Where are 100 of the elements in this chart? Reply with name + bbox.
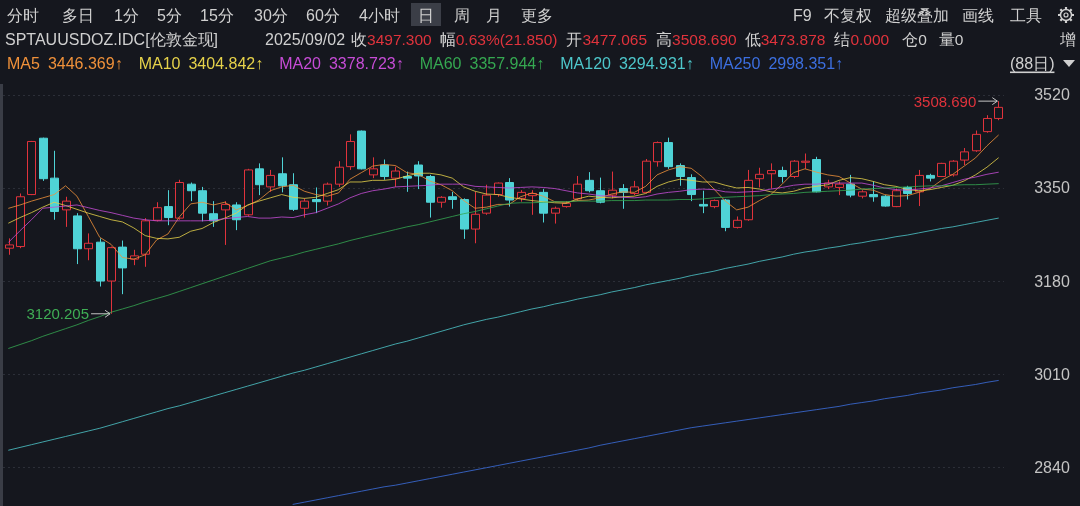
candlestick bbox=[881, 194, 890, 208]
candlestick bbox=[27, 140, 36, 196]
y-tick-label: 3520 bbox=[1034, 86, 1070, 104]
candlestick bbox=[300, 197, 309, 219]
text: 收3497.300 bbox=[351, 30, 433, 48]
candlestick bbox=[858, 189, 867, 199]
text: 幅0.63%(21.850) bbox=[439, 30, 558, 48]
candlestick bbox=[96, 237, 105, 288]
candlestick bbox=[460, 197, 469, 240]
candlestick bbox=[778, 166, 787, 184]
candlestick bbox=[357, 130, 366, 170]
candlestick bbox=[278, 156, 287, 193]
candlestick bbox=[380, 159, 389, 181]
text: 月 bbox=[486, 6, 502, 24]
candlestick bbox=[244, 168, 253, 217]
candlestick bbox=[676, 162, 685, 187]
candlestick bbox=[653, 140, 662, 168]
candlestick bbox=[266, 169, 275, 193]
line-series bbox=[8, 134, 999, 260]
text: 30分 bbox=[254, 6, 288, 24]
candlestick bbox=[733, 215, 742, 229]
candlestick bbox=[994, 100, 1003, 121]
line-series bbox=[8, 157, 999, 240]
candlestick bbox=[426, 174, 435, 219]
candlestick bbox=[5, 237, 14, 256]
text: 低3473.878 bbox=[744, 30, 826, 48]
y-tick-label: 3350 bbox=[1034, 179, 1070, 197]
text: 2998.351↑ bbox=[768, 54, 844, 72]
text: 3294.931↑ bbox=[618, 54, 694, 72]
candlestick bbox=[16, 192, 25, 249]
text: 5分 bbox=[157, 6, 182, 24]
chart-subtitle: 2025/09/02 bbox=[265, 30, 346, 48]
candlestick bbox=[187, 182, 196, 202]
candlestick bbox=[699, 190, 708, 214]
candlestick bbox=[710, 198, 719, 209]
annotation: 3508.690 bbox=[913, 92, 977, 110]
candlestick bbox=[153, 201, 162, 222]
text: 日 bbox=[418, 6, 434, 24]
candlestick bbox=[437, 195, 446, 209]
candlestick bbox=[403, 171, 412, 193]
text: 工具 bbox=[1010, 6, 1042, 24]
candlestick bbox=[335, 160, 344, 188]
candlestick bbox=[107, 246, 116, 315]
text: 3404.842↑ bbox=[188, 54, 264, 72]
text: 画线 bbox=[962, 6, 994, 24]
y-tick-label: 2840 bbox=[1034, 458, 1070, 476]
candlestick bbox=[801, 153, 810, 170]
text: 周 bbox=[454, 6, 470, 24]
text: 4小时 bbox=[359, 6, 400, 24]
text: F9 bbox=[793, 6, 812, 24]
text: 3378.723↑ bbox=[328, 54, 404, 72]
text: 更多 bbox=[521, 6, 553, 24]
text: 3446.369↑ bbox=[47, 54, 123, 72]
candlestick bbox=[869, 180, 878, 203]
candlestick bbox=[471, 191, 480, 244]
candlestick bbox=[926, 173, 935, 182]
candlestick bbox=[585, 171, 594, 193]
text: 多日 bbox=[62, 6, 94, 24]
line-series bbox=[8, 217, 999, 451]
annotation: 3120.205 bbox=[26, 305, 90, 323]
candlestick bbox=[960, 147, 969, 166]
text: MA20 bbox=[279, 54, 322, 72]
text: MA10 bbox=[138, 54, 181, 72]
text: 开3477.065 bbox=[566, 30, 648, 48]
candlestick bbox=[255, 162, 264, 196]
text: 量0 bbox=[938, 30, 964, 48]
text: 1分 bbox=[114, 6, 139, 24]
candlestick bbox=[84, 232, 93, 261]
y-tick-label: 3180 bbox=[1034, 272, 1070, 290]
text: 超级叠加 bbox=[885, 6, 949, 24]
candlestick bbox=[835, 180, 844, 196]
candlestick bbox=[937, 162, 946, 178]
candlestick bbox=[289, 172, 298, 212]
text: 分时 bbox=[7, 6, 39, 24]
text: 仓0 bbox=[902, 30, 928, 48]
text: MA120 bbox=[560, 54, 612, 72]
text: (88日) bbox=[1010, 54, 1055, 72]
candlestick bbox=[642, 158, 651, 194]
candlestick bbox=[755, 167, 764, 188]
candlestick bbox=[983, 114, 992, 134]
line-series bbox=[8, 171, 999, 243]
candlestick bbox=[312, 186, 321, 214]
candlestick bbox=[39, 137, 48, 182]
text: 60分 bbox=[306, 6, 340, 24]
candlestick bbox=[551, 206, 560, 225]
line-series bbox=[8, 183, 999, 349]
line-series bbox=[292, 379, 999, 505]
text: MA250 bbox=[709, 54, 761, 72]
candlestick bbox=[369, 156, 378, 179]
candlestick bbox=[175, 179, 184, 221]
candlestick bbox=[73, 212, 82, 265]
text: 15分 bbox=[200, 6, 234, 24]
text: MA60 bbox=[419, 54, 462, 72]
candlestick bbox=[767, 162, 776, 190]
candlestick bbox=[221, 200, 230, 246]
candlestick bbox=[118, 240, 127, 295]
y-tick-label: 3010 bbox=[1034, 365, 1070, 383]
candlestick bbox=[164, 189, 173, 226]
chart-title: SPTAUUSDOZ.IDC[伦敦金现] bbox=[5, 30, 219, 48]
candlestick bbox=[664, 137, 673, 170]
